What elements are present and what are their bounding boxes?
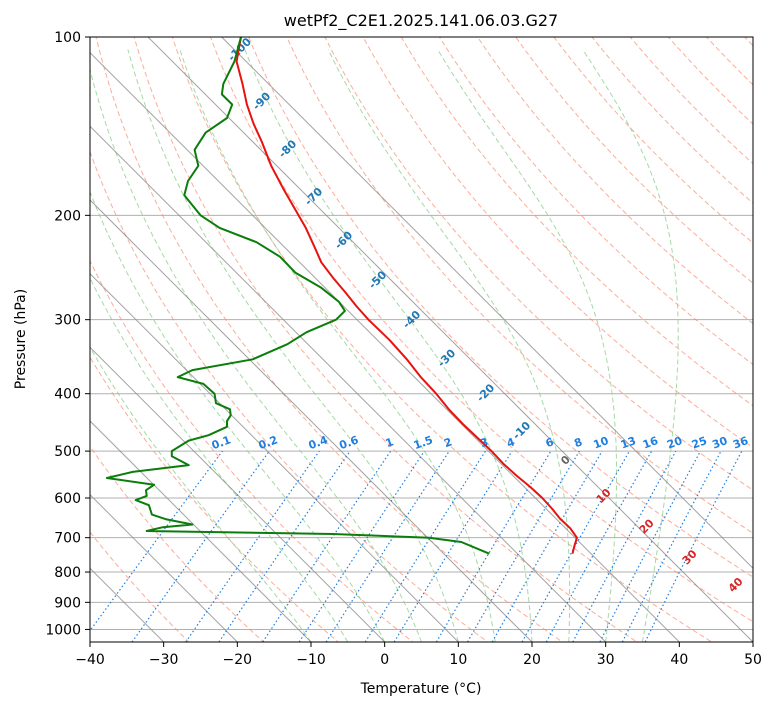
mixing-ratio-label: 13 <box>619 434 638 451</box>
mixing-ratio-line <box>185 450 320 642</box>
mixing-ratio-label: 30 <box>710 434 729 452</box>
mixing-ratio-label: 2 <box>442 435 454 450</box>
axis-ticks: −40 −30 −20 −10 0 10 20 30 40 5010020030040050060… <box>45 30 762 668</box>
x-tick-label: 10 <box>449 652 467 668</box>
mixing-ratio-label: 0.6 <box>338 433 361 452</box>
y-tick-label: 500 <box>54 444 81 460</box>
moist-adiabat <box>90 190 386 642</box>
x-tick-label: 20 <box>523 652 541 668</box>
y-tick-label: 800 <box>54 565 81 581</box>
temperature-profile-line <box>235 37 578 554</box>
dry-adiabat <box>438 37 753 366</box>
moist-adiabat <box>179 49 496 642</box>
dry-adiabat <box>324 37 753 491</box>
x-tick-label: 40 <box>670 652 688 668</box>
isotherm-line <box>90 51 680 642</box>
x-axis-label: Temperature (°C) <box>360 681 482 697</box>
isotherm-line <box>90 199 533 642</box>
plot-frame <box>89 36 754 643</box>
dry-adiabat <box>400 37 753 407</box>
y-tick-label: 200 <box>54 208 81 224</box>
y-tick-label: 300 <box>54 313 81 329</box>
isotherm-line <box>221 37 753 570</box>
y-tick-label: 700 <box>54 531 81 547</box>
x-tick-label: 30 <box>597 652 615 668</box>
mixing-ratio-line <box>262 450 392 642</box>
mixing-ratio-line <box>545 450 653 642</box>
mixing-ratio-line <box>325 450 450 642</box>
isotherm-line <box>90 493 238 642</box>
mixing-ratio-line <box>298 450 425 642</box>
background-lines <box>90 37 753 642</box>
mixing-ratio-line <box>218 450 351 642</box>
isotherm-line <box>90 272 459 642</box>
isotherm-line <box>90 420 312 642</box>
isotherm-line <box>90 346 386 642</box>
y-axis-label: Pressure (hPa) <box>13 289 29 389</box>
moist-adiabat <box>244 49 533 642</box>
mixing-ratio-label: 0.1 <box>210 433 233 452</box>
mixing-ratio-line <box>90 450 223 632</box>
isotherm-line <box>90 125 607 642</box>
moist-adiabat <box>90 346 312 642</box>
y-tick-label: 900 <box>54 595 81 611</box>
sounding-profiles <box>105 37 578 555</box>
mixing-ratio-label: 1.5 <box>412 433 435 452</box>
mixing-ratio-line <box>393 450 513 642</box>
dry-adiabat <box>553 37 753 244</box>
chart-title: wetPf2_C2E1.2025.141.06.03.G27 <box>284 11 558 31</box>
dewpoint-profile-line <box>105 37 490 555</box>
dry-adiabat <box>362 37 753 449</box>
dry-adiabat <box>90 356 339 642</box>
mixing-ratio-label: 3 <box>478 435 490 450</box>
dry-adiabat <box>90 150 489 642</box>
dry-adiabat <box>248 37 753 578</box>
y-tick-label: 100 <box>54 30 81 46</box>
mixing-ratio-label: 4 <box>505 435 517 450</box>
mixing-ratio-line <box>131 450 270 642</box>
mixing-ratio-label: 16 <box>641 434 660 452</box>
x-tick-label: 0 <box>380 652 389 668</box>
y-tick-label: 400 <box>54 387 81 403</box>
mixing-ratio-label: 0.4 <box>307 433 330 452</box>
moist-adiabat <box>90 67 422 642</box>
moist-adiabat <box>437 49 617 642</box>
y-tick-label: 600 <box>54 491 81 507</box>
x-tick-label: −10 <box>296 652 326 668</box>
moist-adiabat <box>582 49 679 642</box>
mixing-ratio-label: 8 <box>572 435 584 450</box>
mixing-ratio-label: 6 <box>544 435 556 450</box>
moist-adiabat <box>127 49 459 642</box>
x-tick-label: 50 <box>744 652 762 668</box>
x-tick-label: −20 <box>223 652 253 668</box>
moist-adiabat <box>327 49 571 642</box>
mixing-ratio-label: 10 <box>592 434 611 452</box>
dry-adiabat <box>90 445 265 642</box>
dry-adiabat <box>476 37 753 325</box>
mixing-ratio-label: 1 <box>384 435 396 450</box>
mixing-ratio-label: 0.2 <box>257 433 280 452</box>
x-tick-label: −30 <box>149 652 179 668</box>
dry-adiabat <box>629 37 753 165</box>
dry-adiabat <box>90 259 414 642</box>
mixing-ratio-line <box>572 450 677 642</box>
dry-adiabat <box>95 37 564 642</box>
y-tick-label: 1000 <box>45 622 81 638</box>
mixing-ratio-label: 36 <box>731 434 750 452</box>
mixing-ratio-label: 20 <box>665 434 684 452</box>
dry-adiabat <box>209 37 753 623</box>
isotherm-line <box>147 37 753 642</box>
x-tick-label: −40 <box>75 652 105 668</box>
mixing-ratio-label: 25 <box>690 434 709 451</box>
mixing-ratio-line <box>521 450 631 642</box>
mixing-ratio-line <box>644 450 743 642</box>
